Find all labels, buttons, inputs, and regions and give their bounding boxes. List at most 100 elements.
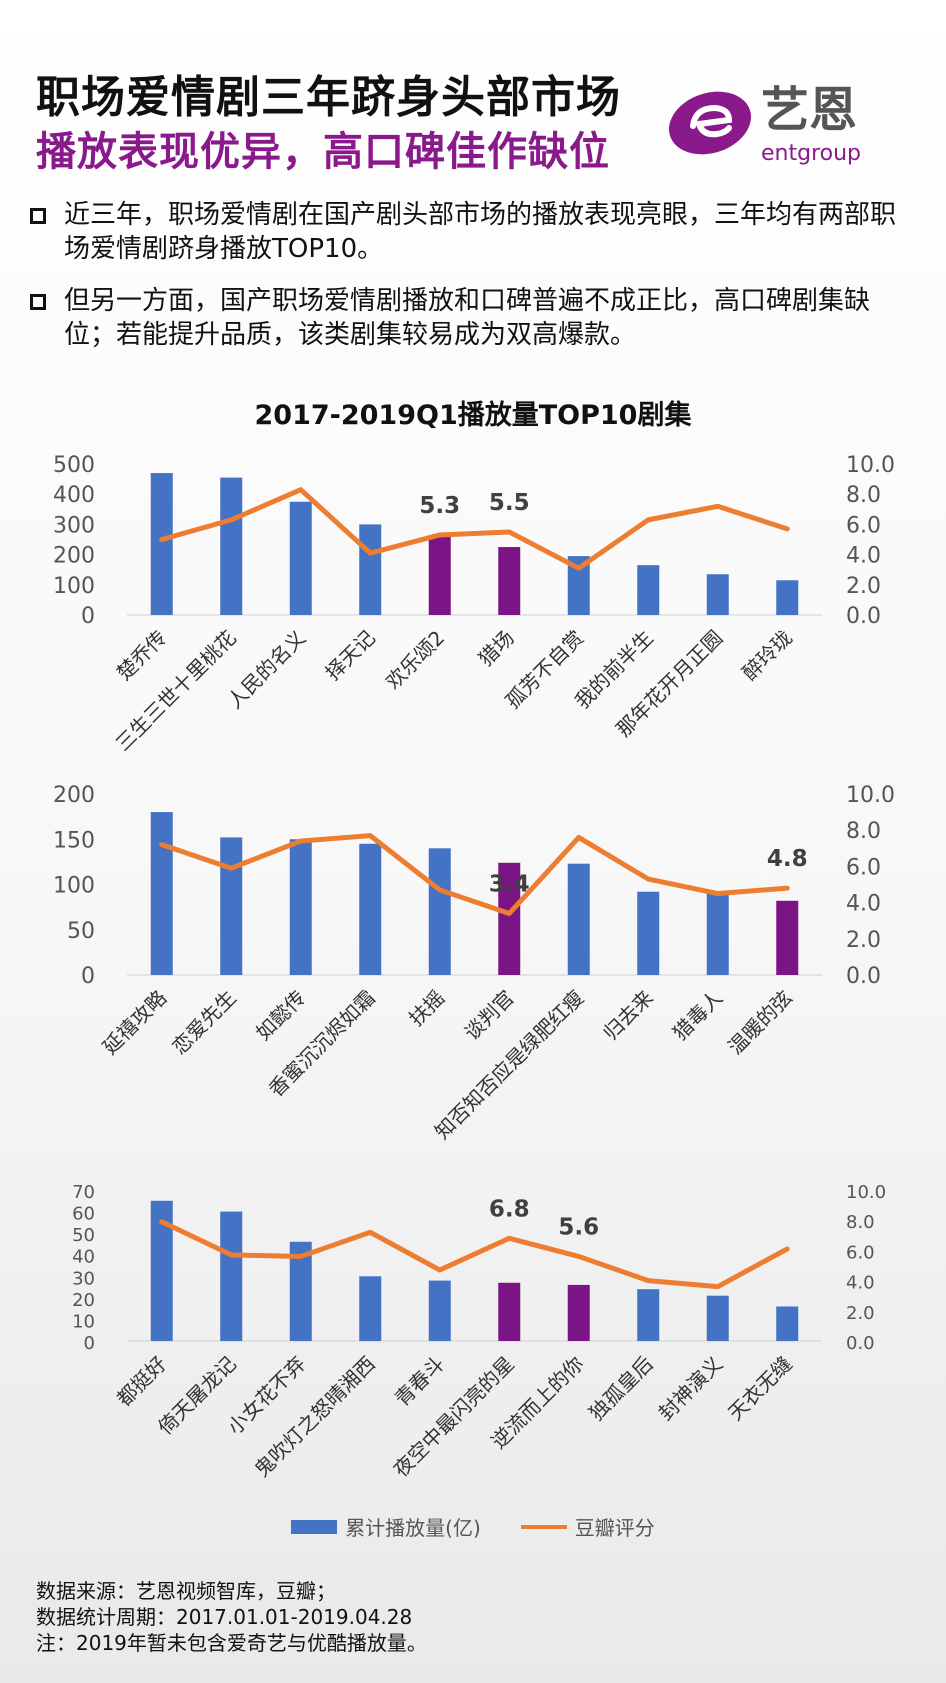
bar <box>150 812 173 975</box>
y-left-tick-label: 50 <box>72 1225 95 1246</box>
category-label: 温暖的弦 <box>723 986 797 1060</box>
y-left-tick-label: 70 <box>72 1182 95 1203</box>
square-bullet-icon <box>30 208 46 224</box>
category-label: 欢乐颂2 <box>381 626 449 694</box>
bar <box>498 547 521 615</box>
rating-line <box>159 833 790 916</box>
bar <box>498 862 521 975</box>
bar <box>428 1280 451 1341</box>
bar <box>428 848 451 975</box>
y-right-tick-label: 8.0 <box>846 1212 875 1233</box>
footer-period: 数据统计周期：2017.01.01-2019.04.28 <box>36 1605 413 1629</box>
legend-line-label: 豆瓣评分 <box>574 1516 655 1540</box>
bar <box>359 524 382 615</box>
y-left-tick-label: 100 <box>53 874 95 899</box>
y-right-tick-label: 6.0 <box>846 855 881 880</box>
category-label: 独孤皇后 <box>584 1352 658 1426</box>
y-right-tick-label: 8.0 <box>846 819 881 844</box>
category-label: 归去来 <box>598 986 657 1045</box>
legend-item-bar: 累计播放量(亿) <box>291 1512 481 1541</box>
y-left-tick-label: 10 <box>72 1311 95 1332</box>
y-right-tick-label: 6.0 <box>846 513 881 538</box>
bullet-item: 但另一方面，国产职场爱情剧播放和口碑普遍不成正比，高口碑剧集缺位；若能提升品质，… <box>28 284 908 352</box>
y-left-tick-label: 200 <box>53 783 95 808</box>
title-line-1: 职场爱情剧三年跻身头部市场 <box>36 72 621 123</box>
bar <box>150 473 173 615</box>
footer-notes: 数据来源：艺恩视频智库，豆瓣； 数据统计周期：2017.01.01-2019.0… <box>36 1578 427 1656</box>
bar <box>776 1306 799 1341</box>
legend-line-swatch <box>520 1524 567 1529</box>
square-bullet-icon <box>30 294 46 310</box>
bar <box>220 1211 243 1341</box>
y-left-tick-label: 300 <box>53 513 95 538</box>
bar <box>289 1241 312 1341</box>
bar <box>567 1284 590 1341</box>
entgroup-logo: 艺恩 entgroup <box>668 82 861 166</box>
legend-bar-swatch <box>291 1519 338 1534</box>
data-label: 6.8 <box>489 1196 530 1222</box>
data-label: 5.5 <box>489 490 530 516</box>
chart-legend: 累计播放量(亿) 豆瓣评分 <box>0 1512 946 1541</box>
bar <box>637 565 660 615</box>
category-label: 谈判官 <box>459 986 518 1045</box>
bar <box>637 1289 660 1341</box>
category-label: 扶摇 <box>404 986 449 1031</box>
y-left-tick-label: 60 <box>72 1204 95 1225</box>
y-left-tick-label: 0 <box>81 604 95 629</box>
bar <box>359 1276 382 1341</box>
category-label: 封神演义 <box>654 1352 728 1426</box>
category-label: 三生三世十里桃花 <box>111 626 241 756</box>
category-label: 择天记 <box>320 626 379 685</box>
bar <box>498 1282 521 1341</box>
bullet-text: 但另一方面，国产职场爱情剧播放和口碑普遍不成正比，高口碑剧集缺位；若能提升品质，… <box>64 286 871 350</box>
y-right-tick-label: 2.0 <box>846 1303 875 1324</box>
bar <box>706 574 729 615</box>
data-label: 4.8 <box>767 846 808 872</box>
bullet-text: 近三年，职场爱情剧在国产剧头部市场的播放表现亮眼，三年均有两部职场爱情剧跻身播放… <box>64 200 897 264</box>
data-label: 5.3 <box>419 493 460 519</box>
bar <box>706 891 729 975</box>
bullet-list: 近三年，职场爱情剧在国产剧头部市场的播放表现亮眼，三年均有两部职场爱情剧跻身播放… <box>28 198 908 370</box>
y-right-tick-label: 2.0 <box>846 574 881 599</box>
y-right-tick-label: 4.0 <box>846 892 881 917</box>
chart-top10-group-2: 0 50 100 150 200 0.0 2.0 4.0 6.0 8.0 10.0 3.4 4.8 延禧攻… <box>53 783 895 1144</box>
y-left-tick-label: 400 <box>53 483 95 508</box>
y-right-tick-label: 8.0 <box>846 483 881 508</box>
bullet-item: 近三年，职场爱情剧在国产剧头部市场的播放表现亮眼，三年均有两部职场爱情剧跻身播放… <box>28 198 908 266</box>
bar <box>637 891 660 975</box>
y-left-tick-label: 200 <box>53 544 95 569</box>
y-right-tick-label: 10.0 <box>846 783 895 808</box>
footer-note: 注：2019年暂未包含爱奇艺与优酷播放量。 <box>36 1631 427 1655</box>
data-label: 3.4 <box>489 871 530 897</box>
chart-top10-group-1: 0 100 200 300 400 500 0.0 2.0 4.0 6.0 8.0 10.0 5.3 5.… <box>53 453 895 756</box>
header: 职场爱情剧三年跻身头部市场 播放表现优异，高口碑佳作缺位 <box>36 70 621 178</box>
bar <box>289 839 312 975</box>
y-right-tick-label: 2.0 <box>846 928 881 953</box>
category-label: 都挺好 <box>112 1352 171 1411</box>
category-label: 猎场 <box>474 626 519 671</box>
category-label: 如懿传 <box>251 986 310 1045</box>
category-label: 恋爱先生 <box>167 986 241 1060</box>
legend-item-line: 豆瓣评分 <box>520 1512 655 1541</box>
bar <box>428 534 451 615</box>
y-right-tick-label: 4.0 <box>846 1273 875 1294</box>
y-left-tick-label: 500 <box>53 453 95 478</box>
bar <box>220 837 243 975</box>
category-label: 天衣无缝 <box>723 1352 797 1426</box>
y-left-tick-label: 50 <box>67 919 95 944</box>
category-label: 延禧攻略 <box>98 986 172 1060</box>
y-right-tick-label: 0.0 <box>846 604 881 629</box>
y-left-tick-label: 100 <box>53 574 95 599</box>
category-label: 醉玲珑 <box>737 626 796 685</box>
y-left-tick-label: 150 <box>53 828 95 853</box>
logo-text-en: entgroup <box>761 141 861 166</box>
rating-line <box>159 1219 790 1290</box>
legend-bar-label: 累计播放量(亿) <box>345 1516 481 1540</box>
y-left-tick-label: 30 <box>72 1268 95 1289</box>
logo-e-icon <box>690 104 733 138</box>
y-right-tick-label: 4.0 <box>846 544 881 569</box>
y-left-tick-label: 0 <box>81 964 95 989</box>
bar <box>220 477 243 615</box>
y-left-tick-label: 40 <box>72 1247 95 1268</box>
